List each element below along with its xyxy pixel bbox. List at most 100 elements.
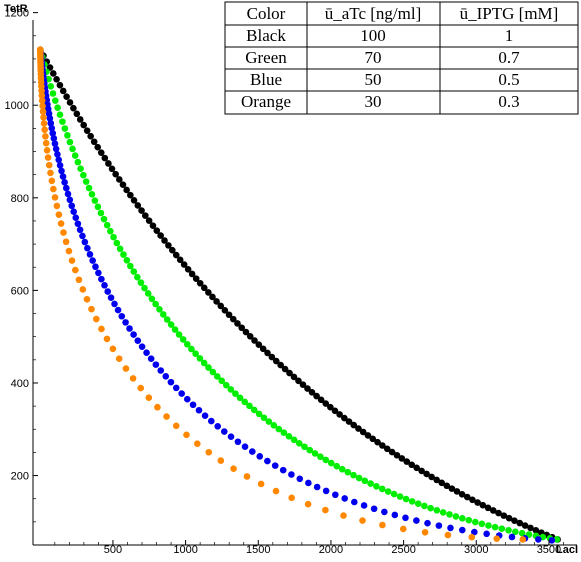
data-point xyxy=(230,465,237,472)
data-point xyxy=(493,535,501,542)
data-point xyxy=(478,520,486,528)
data-point xyxy=(157,367,165,374)
data-point xyxy=(167,378,175,386)
data-point xyxy=(249,448,256,455)
legend-cell: 50 xyxy=(365,70,382,89)
data-point xyxy=(260,414,268,422)
x-tick-label: 3000 xyxy=(464,544,488,556)
data-point xyxy=(62,184,70,192)
data-point xyxy=(336,411,343,418)
data-point xyxy=(52,97,59,104)
y-tick-label: 400 xyxy=(11,378,29,390)
data-point xyxy=(391,511,399,519)
data-point xyxy=(176,256,184,264)
data-point xyxy=(255,341,263,348)
data-point xyxy=(38,87,45,95)
data-point xyxy=(40,114,47,121)
data-point xyxy=(265,418,273,425)
data-point xyxy=(60,229,67,236)
legend-header-iptg: ū_IPTG [mM] xyxy=(460,4,559,23)
data-point xyxy=(217,302,225,310)
data-point xyxy=(83,295,91,303)
data-point xyxy=(127,262,134,270)
legend-cell: 70 xyxy=(365,48,382,67)
data-point xyxy=(42,133,49,140)
axes xyxy=(32,20,577,546)
data-point xyxy=(76,116,84,123)
data-point xyxy=(134,273,141,281)
series-1 xyxy=(36,46,561,543)
series-2 xyxy=(36,46,556,544)
data-point xyxy=(74,220,82,228)
data-point xyxy=(384,488,392,495)
data-point xyxy=(479,501,487,509)
data-point xyxy=(104,288,112,295)
data-point xyxy=(305,479,312,487)
data-point xyxy=(123,186,130,194)
x-tick-label: 1000 xyxy=(173,544,197,556)
data-point xyxy=(183,340,191,348)
data-point xyxy=(264,457,271,465)
data-point xyxy=(214,423,222,430)
data-point xyxy=(364,432,372,439)
data-point xyxy=(103,221,111,229)
data-point xyxy=(327,403,334,411)
data-point xyxy=(87,132,94,140)
data-point xyxy=(532,527,540,534)
data-point xyxy=(381,508,388,516)
data-point xyxy=(61,179,68,186)
data-point xyxy=(75,276,83,284)
data-point xyxy=(107,227,114,235)
data-point xyxy=(483,530,490,538)
data-point xyxy=(189,401,197,409)
legend-cell: Black xyxy=(246,26,286,45)
data-point xyxy=(54,151,61,158)
data-point xyxy=(98,275,105,283)
data-point xyxy=(378,485,386,493)
data-point xyxy=(82,178,90,185)
data-point xyxy=(264,349,271,357)
data-point xyxy=(471,528,478,536)
data-point xyxy=(154,403,161,411)
data-point xyxy=(280,429,288,437)
data-point xyxy=(317,453,324,461)
data-point xyxy=(322,456,330,464)
data-point xyxy=(438,479,446,487)
data-point xyxy=(221,307,229,314)
data-point xyxy=(101,154,109,162)
data-point xyxy=(519,536,527,543)
data-point xyxy=(403,458,411,465)
data-point xyxy=(54,104,61,111)
data-point xyxy=(47,119,55,127)
data-point xyxy=(295,440,303,447)
data-point xyxy=(521,522,529,529)
data-point xyxy=(53,202,61,210)
legend-cell: 0.3 xyxy=(498,92,519,111)
data-point xyxy=(295,377,302,385)
data-point xyxy=(49,70,57,77)
data-point xyxy=(88,191,96,198)
data-point xyxy=(350,421,358,429)
data-point xyxy=(130,331,137,338)
data-point xyxy=(299,381,307,389)
data-point xyxy=(304,500,312,508)
data-point xyxy=(50,135,58,142)
data-point xyxy=(163,413,170,420)
data-point xyxy=(80,121,87,129)
data-point xyxy=(119,181,127,189)
data-point xyxy=(311,450,319,457)
data-point xyxy=(184,265,192,273)
x-tick-label: 2000 xyxy=(319,544,343,556)
data-point xyxy=(251,337,258,344)
data-point xyxy=(183,431,190,439)
data-point xyxy=(413,464,420,472)
data-point xyxy=(213,373,221,380)
data-point xyxy=(313,392,320,400)
data-point xyxy=(474,499,481,506)
data-point xyxy=(149,222,157,229)
y-tick-label: 800 xyxy=(11,193,29,205)
legend-table: Color ū_aTc [ng/ml] ū_IPTG [mM] Black 10… xyxy=(224,1,579,115)
data-point xyxy=(167,321,175,328)
data-point xyxy=(374,438,381,446)
